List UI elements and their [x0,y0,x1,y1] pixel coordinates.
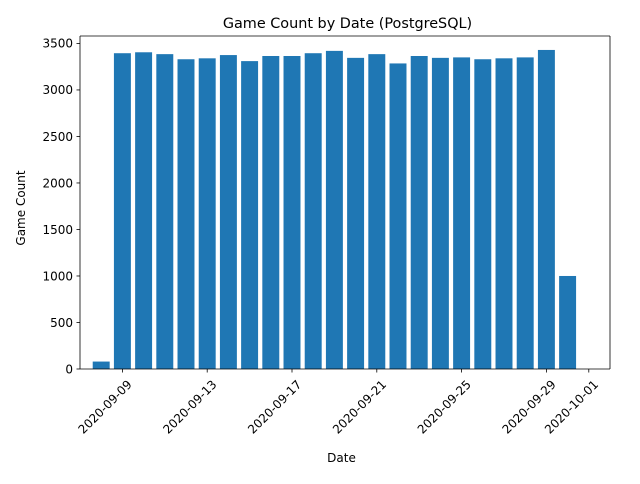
bar [304,53,322,370]
bar [495,58,513,369]
y-tick-label: 3000 [42,83,73,97]
bar [219,55,237,369]
bar [92,361,110,369]
bar [325,50,343,369]
y-tick-label: 1500 [42,223,73,237]
bar [198,58,216,369]
bars-group [92,49,577,370]
bar [177,59,195,369]
bar [262,56,280,369]
y-tick-label: 0 [65,362,73,376]
bar [537,49,555,369]
y-axis-title: Game Count [14,170,28,245]
bar [283,56,301,369]
bar [241,61,259,370]
bar [156,54,174,369]
bar [474,59,492,369]
y-tick-label: 500 [50,316,73,330]
bar [559,275,577,369]
y-tick-label: 2500 [42,130,73,144]
x-axis-title: Date [327,451,356,465]
y-tick-label: 2000 [42,176,73,190]
bar [516,57,534,369]
bar [347,57,365,370]
bar [389,63,407,369]
bar [431,57,449,370]
bar [410,56,428,369]
chart-title: Game Count by Date (PostgreSQL) [223,16,472,32]
bar [368,54,386,369]
bar [453,57,471,369]
bar [113,53,131,370]
y-tick-label: 3500 [42,37,73,51]
bar [135,52,153,369]
y-tick-label: 1000 [42,269,73,283]
